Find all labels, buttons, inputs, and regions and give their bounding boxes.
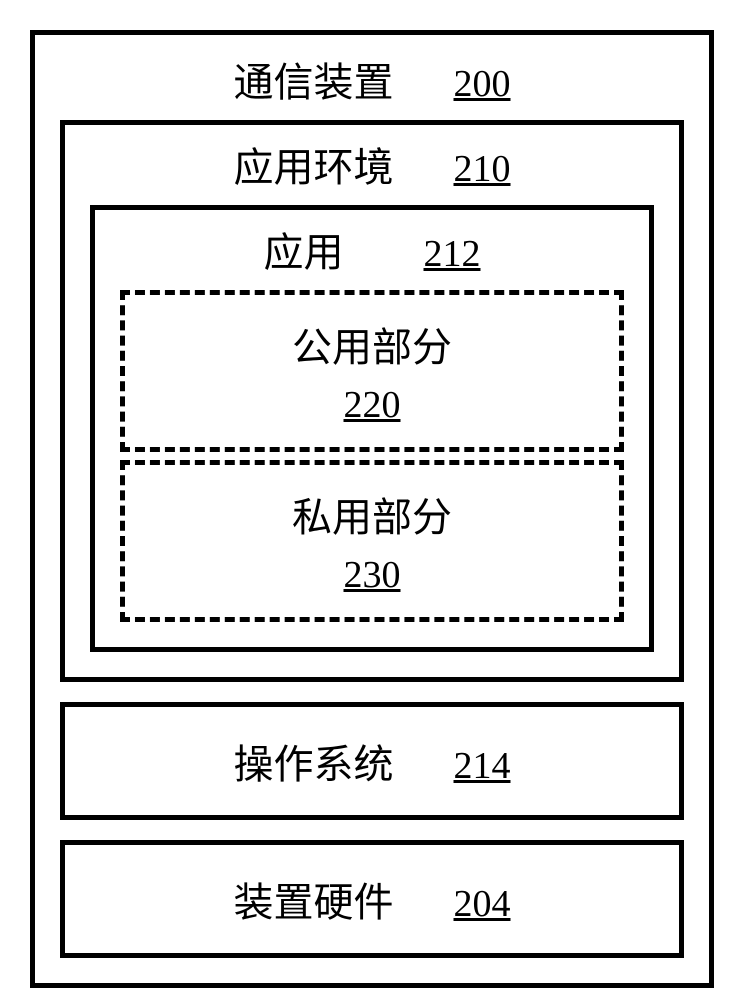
operating-system-box: 操作系统 214 [60,702,684,820]
communication-device-box: 通信装置 200 应用环境 210 应用 212 公用部分 220 私用部分 [30,30,714,988]
diagram-canvas: 通信装置 200 应用环境 210 应用 212 公用部分 220 私用部分 [0,0,744,1000]
operating-system-ref: 214 [454,744,511,788]
communication-device-ref: 200 [454,62,511,106]
communication-device-header: 通信装置 200 [60,50,684,108]
device-hardware-ref: 204 [454,882,511,926]
application-ref: 212 [424,232,481,276]
device-hardware-box: 装置硬件 204 [60,840,684,958]
application-env-header: 应用环境 210 [90,135,654,193]
application-header: 应用 212 [120,220,624,278]
application-env-label: 应用环境 [234,135,394,193]
device-hardware-label: 装置硬件 [234,870,394,928]
private-part-label: 私用部分 [135,485,609,543]
private-part-box: 私用部分 230 [120,460,624,622]
private-part-ref: 230 [135,553,609,597]
application-env-ref: 210 [454,147,511,191]
application-box: 应用 212 公用部分 220 私用部分 230 [90,205,654,652]
public-part-label: 公用部分 [135,315,609,373]
public-part-ref: 220 [135,383,609,427]
public-part-box: 公用部分 220 [120,290,624,452]
application-env-box: 应用环境 210 应用 212 公用部分 220 私用部分 230 [60,120,684,682]
operating-system-label: 操作系统 [234,732,394,790]
communication-device-label: 通信装置 [234,50,394,108]
application-label: 应用 [264,220,344,278]
